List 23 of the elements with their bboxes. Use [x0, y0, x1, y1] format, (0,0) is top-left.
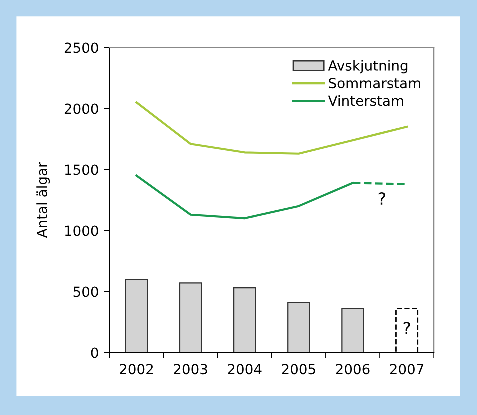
- y-tick-label: 1500: [65, 164, 98, 176]
- x-tick-label: 2005: [282, 364, 316, 375]
- y-axis-title: Antal älgar: [36, 162, 50, 238]
- x-tick-label: 2002: [120, 364, 154, 375]
- y-tick-label: 500: [74, 286, 98, 298]
- x-tick-label: 2004: [228, 364, 262, 375]
- x-tick-label: 2003: [174, 364, 208, 375]
- legend-label: Sommarstam: [329, 78, 420, 89]
- bar: [179, 282, 202, 353]
- annotation: ?: [378, 192, 386, 205]
- bar: [342, 308, 364, 353]
- bar: [233, 288, 256, 353]
- x-tick-label: 2007: [390, 364, 424, 375]
- x-tick-label: 2006: [336, 364, 370, 375]
- annotation: ?: [404, 322, 410, 334]
- y-tick-label: 2500: [64, 42, 98, 54]
- y-tick-label: 2000: [64, 104, 98, 114]
- legend-label: Vinterstam: [328, 95, 404, 106]
- y-tick-label: 0: [91, 348, 98, 358]
- legend-label: Avskjutning: [328, 60, 408, 74]
- bar: [125, 278, 148, 353]
- bar: [288, 302, 310, 353]
- y-tick-label: 1000: [65, 226, 98, 236]
